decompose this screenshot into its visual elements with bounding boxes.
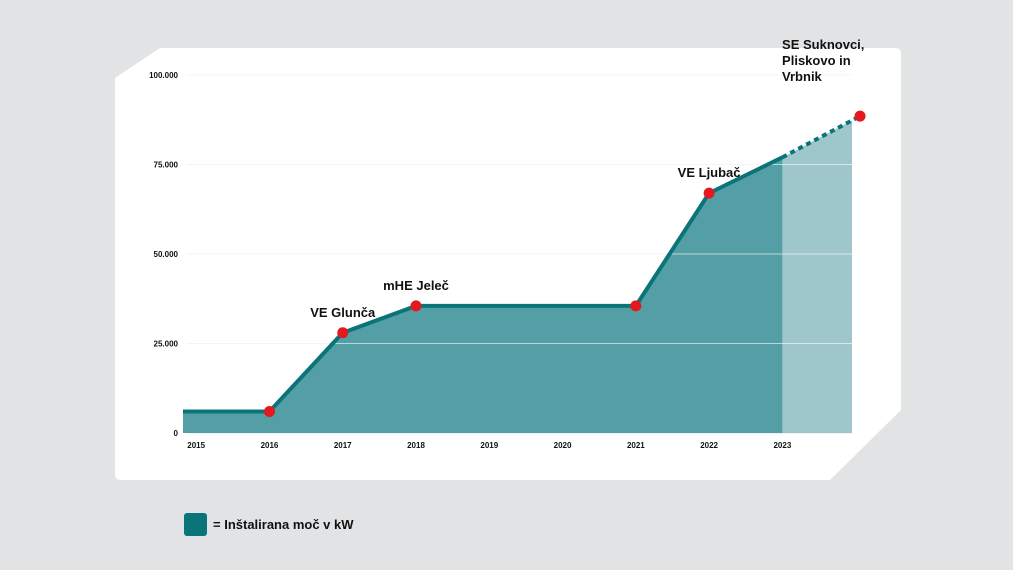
y-tick-label: 50.000	[154, 250, 179, 259]
event-marker	[630, 300, 642, 312]
projection-line	[781, 114, 861, 160]
x-tick-label: 2022	[700, 441, 718, 450]
legend: = Inštalirana moč v kW	[184, 513, 354, 536]
x-tick-label: 2016	[261, 441, 279, 450]
x-tick-label: 2018	[407, 441, 425, 450]
event-marker	[703, 187, 715, 199]
x-tick-label: 2017	[334, 441, 352, 450]
x-tick-label: 2021	[627, 441, 645, 450]
event-marker	[337, 327, 349, 339]
legend-swatch	[184, 513, 207, 536]
annotation-label: VE Glunča	[310, 305, 376, 320]
x-tick-label: 2015	[187, 441, 205, 450]
y-tick-label: 0	[174, 429, 179, 438]
event-marker	[263, 406, 275, 418]
x-tick-label: 2019	[480, 441, 498, 450]
event-marker	[854, 110, 866, 122]
y-tick-label: 25.000	[154, 340, 179, 349]
y-tick-label: 100.000	[149, 71, 178, 80]
legend-label: = Inštalirana moč v kW	[213, 517, 354, 532]
annotation-label: mHE Jeleč	[383, 278, 449, 293]
annotation-label: Pliskovo in	[782, 53, 851, 68]
x-tick-label: 2023	[773, 441, 791, 450]
x-tick-label: 2020	[554, 441, 572, 450]
installed-capacity-area	[183, 157, 783, 433]
annotation-label: SE Suknovci,	[782, 37, 864, 52]
annotation-label: Vrbnik	[782, 69, 823, 84]
event-marker	[410, 300, 422, 312]
projection-area	[782, 120, 852, 434]
y-tick-label: 75.000	[154, 161, 179, 170]
annotation-label: VE Ljubač	[678, 165, 741, 180]
